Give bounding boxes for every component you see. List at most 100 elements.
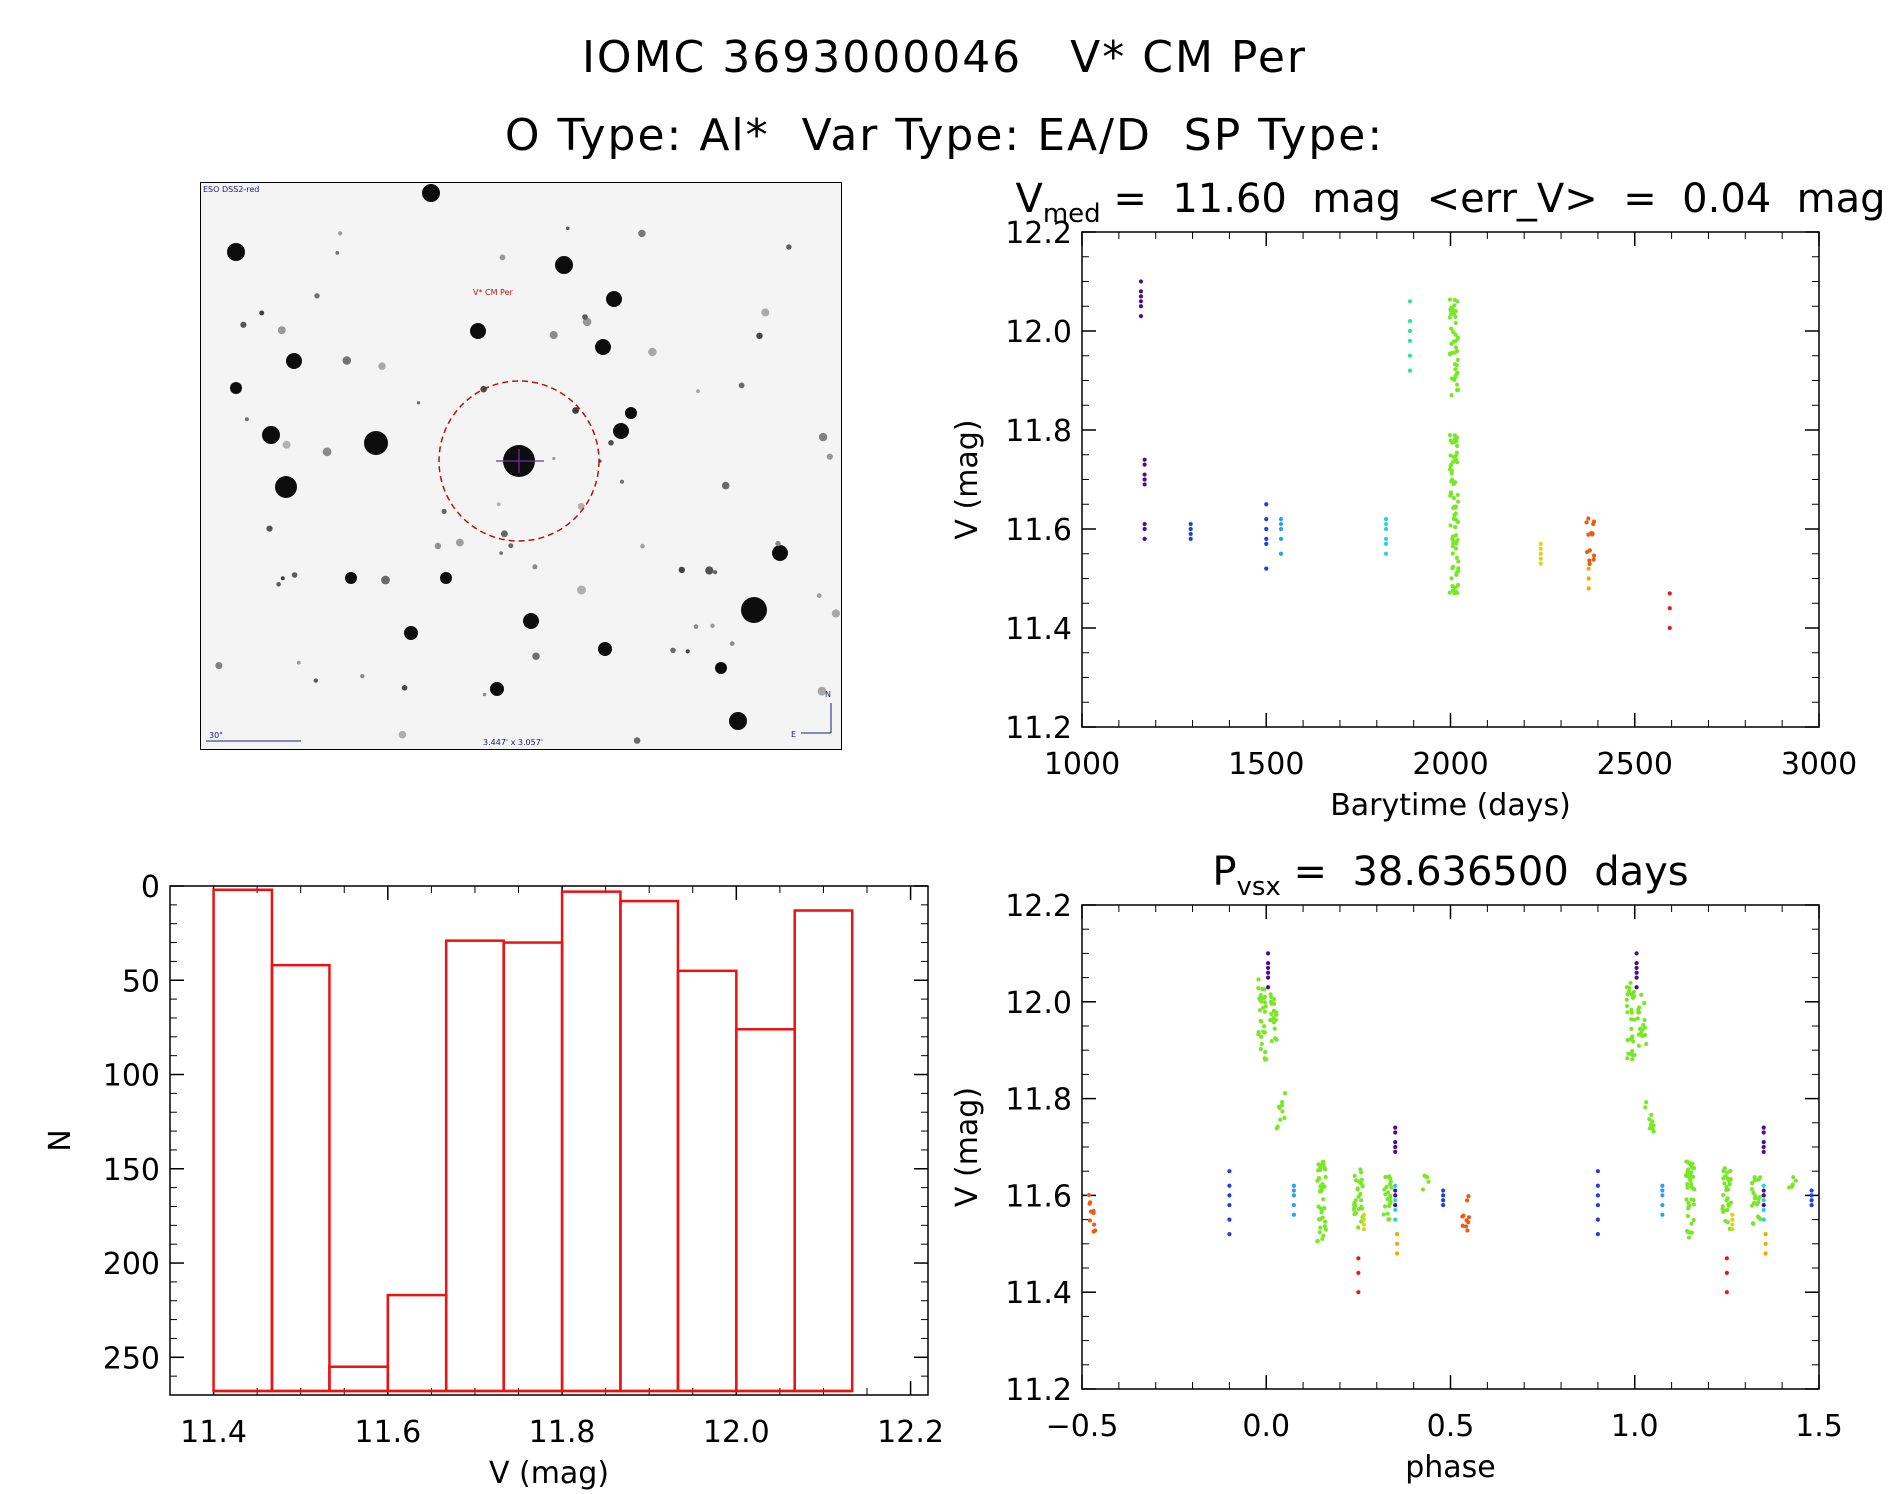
star <box>480 385 487 393</box>
lightcurve-point <box>1278 526 1284 532</box>
star <box>335 251 340 255</box>
lightcurve-point <box>1456 582 1461 588</box>
phased-point <box>1280 1109 1285 1114</box>
phased-point <box>1385 1197 1390 1202</box>
phased-point <box>1750 1221 1755 1226</box>
lightcurve-point <box>1278 551 1284 556</box>
phased-point <box>1685 1182 1690 1187</box>
phased-point <box>1393 1130 1398 1135</box>
star <box>786 244 792 250</box>
phased-point <box>1761 1125 1766 1130</box>
phased-ytick-label: 11.8 <box>1005 1083 1072 1118</box>
compass-east-label: E <box>791 730 796 739</box>
phased-point <box>1262 1030 1268 1035</box>
phased-point <box>1393 1183 1398 1188</box>
phased-point <box>1272 1001 1277 1006</box>
lightcurve-title-rest: = 11.60 mag <err_V> = 0.04 mag <box>1101 176 1886 222</box>
phased-point <box>1634 985 1639 990</box>
phased-point <box>1441 1188 1446 1193</box>
phased-point <box>1809 1198 1814 1203</box>
phased-point <box>1726 1202 1731 1207</box>
phased-point <box>1642 1017 1647 1023</box>
lightcurve-point <box>1383 526 1389 532</box>
star <box>638 229 646 238</box>
histogram-xlabel: V (mag) <box>489 1456 609 1491</box>
star <box>277 326 286 335</box>
lightcurve-point <box>1447 467 1453 472</box>
scale-label: 30" <box>209 731 223 740</box>
phased-point <box>1660 1202 1665 1208</box>
phased-point <box>1381 1212 1386 1217</box>
phased-point <box>1359 1198 1364 1203</box>
star <box>342 356 352 365</box>
star <box>705 566 714 575</box>
lightcurve-point <box>1667 591 1672 596</box>
lightcurve-point <box>1264 541 1269 546</box>
phased-point <box>1690 1186 1696 1191</box>
phased-point <box>1644 1100 1649 1105</box>
phased-point <box>1463 1224 1469 1229</box>
phased-point <box>1086 1192 1092 1198</box>
phased-point <box>1751 1200 1757 1206</box>
phased-point <box>1809 1188 1814 1193</box>
phased-point <box>1271 1015 1276 1021</box>
phased-point <box>1319 1188 1324 1193</box>
star <box>606 291 622 307</box>
phased-point <box>1268 999 1274 1004</box>
star <box>381 575 390 585</box>
lightcurve-point <box>1453 320 1458 326</box>
phased-point <box>1685 1174 1690 1179</box>
phased-point <box>1724 1187 1729 1193</box>
star <box>577 585 586 595</box>
lightcurve-point <box>1138 289 1144 294</box>
star <box>582 314 588 320</box>
lightcurve-point <box>1455 538 1460 543</box>
phased-point <box>1761 1207 1766 1213</box>
star <box>696 389 700 394</box>
phased-point <box>1758 1216 1763 1222</box>
star <box>613 423 629 439</box>
phased-point <box>1721 1176 1726 1181</box>
lightcurve-point <box>1451 329 1456 335</box>
phased-ylabel: V (mag) <box>950 1087 985 1207</box>
phased-point <box>1256 1030 1261 1035</box>
phased-point <box>1629 1017 1634 1022</box>
histogram-bar <box>560 890 622 1393</box>
lightcurve-point <box>1587 561 1592 567</box>
star <box>729 712 747 730</box>
star <box>441 508 447 514</box>
phased-point <box>1272 1026 1277 1031</box>
phased-point <box>1318 1206 1323 1211</box>
phased-point <box>1625 992 1630 997</box>
lightcurve-point <box>1264 526 1269 532</box>
lightcurve-point <box>1447 315 1452 320</box>
lightcurve-point <box>1383 517 1389 522</box>
star <box>595 339 611 355</box>
star <box>555 256 573 274</box>
lightcurve-point <box>1456 559 1461 564</box>
phased-point <box>1227 1217 1232 1222</box>
phased-point <box>1257 996 1262 1001</box>
finder-chart: ESO DSS2-red V* CM Per 30" 3.447' x 3.05… <box>200 182 842 750</box>
phased-point <box>1686 1169 1691 1175</box>
star-field <box>215 184 841 744</box>
lightcurve-point <box>1407 328 1413 334</box>
phased-point <box>1625 1056 1630 1061</box>
lightcurve-ytick-label: 11.6 <box>1005 513 1072 548</box>
histogram-bar <box>386 1293 448 1393</box>
lightcurve-point <box>1278 521 1284 527</box>
lightcurve-point <box>1591 553 1597 558</box>
phased-point <box>1317 1230 1322 1235</box>
lightcurve-point <box>1407 368 1413 373</box>
phased-point <box>1393 1188 1398 1193</box>
lightcurve-point <box>1586 586 1591 591</box>
phased-point <box>1265 970 1271 975</box>
star <box>291 572 298 578</box>
lightcurve-point <box>1451 495 1457 501</box>
phased-point <box>1393 1140 1398 1145</box>
phased-point <box>1360 1184 1365 1189</box>
phased-point <box>1630 1034 1635 1039</box>
phased-xtick-label: 0.0 <box>1242 1409 1290 1444</box>
lightcurve-title-main: V <box>1015 176 1043 222</box>
phased-point <box>1393 1193 1398 1198</box>
